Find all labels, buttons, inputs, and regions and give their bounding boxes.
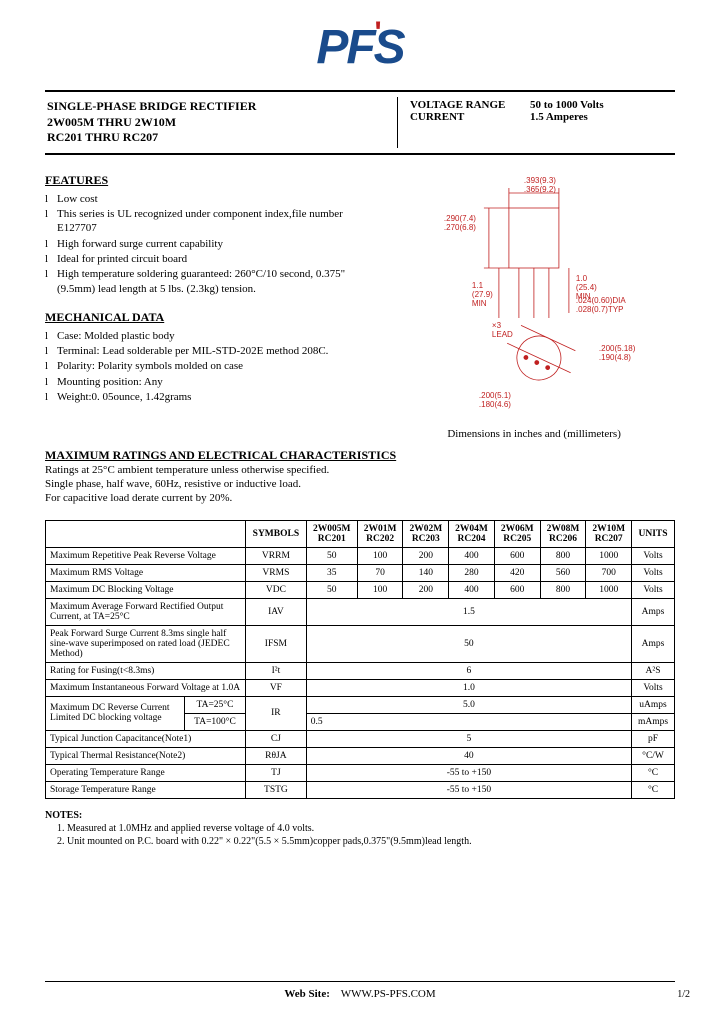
diagram-caption: Dimensions in inches and (millimeters) [393,428,675,440]
table-header: 2W01MRC202 [357,520,403,547]
svg-text:1.1(27.9)MIN: 1.1(27.9)MIN [472,281,493,308]
table-header: 2W08MRC206 [540,520,586,547]
svg-text:.024(0.60)DIA.028(0.7)TYP: .024(0.60)DIA.028(0.7)TYP [576,296,626,314]
feature-item: This series is UL recognized under compo… [45,207,383,236]
table-header: 2W005MRC201 [306,520,357,547]
feature-item: Low cost [45,192,383,206]
table-row: Maximum RMS VoltageVRMS35701402804205607… [46,564,675,581]
header-title-2: 2W005M THRU 2W10M [47,115,389,131]
table-row: Maximum Instantaneous Forward Voltage at… [46,679,675,696]
table-row: Peak Forward Surge Current 8.3ms single … [46,625,675,662]
mechanical-item: Mounting position: Any [45,375,383,389]
logo-text: PF'S [316,21,403,74]
table-header [46,520,246,547]
table-header: 2W06MRC205 [494,520,540,547]
notes-title: NOTES: [45,809,675,822]
svg-text:.393(9.3).365(9.2): .393(9.3).365(9.2) [524,176,556,194]
table-row: Maximum Average Forward Rectified Output… [46,598,675,625]
header-bar: SINGLE-PHASE BRIDGE RECTIFIER 2W005M THR… [45,90,675,155]
table-row: Maximum DC Blocking VoltageVDC5010020040… [46,581,675,598]
feature-item: Ideal for printed circuit board [45,252,383,266]
table-header: 2W04MRC204 [449,520,495,547]
max-note-2: Single phase, half wave, 60Hz, resistive… [45,477,675,491]
max-note-3: For capacitive load derate current by 20… [45,491,675,505]
current-value: 1.5 Amperes [530,111,588,123]
svg-text:.200(5.1).180(4.6): .200(5.1).180(4.6) [479,391,511,409]
table-header: UNITS [632,520,675,547]
package-diagram: .393(9.3).365(9.2) .290(7.4).270(6.8) 1.… [393,173,675,423]
table-row: Maximum DC Reverse Current Limited DC bl… [46,696,675,713]
notes-block: NOTES: Measured at 1.0MHz and applied re… [45,809,675,848]
footer-label: Web Site: [284,988,330,1000]
page-number: 1/2 [677,989,690,1000]
footer-rule [45,981,675,982]
ratings-table: SYMBOLS2W005MRC2012W01MRC2022W02MRC2032W… [45,520,675,799]
svg-text:.290(7.4).270(6.8): .290(7.4).270(6.8) [444,214,476,232]
mechanical-list: Case: Molded plastic bodyTerminal: Lead … [45,329,383,404]
table-header: 2W10MRC207 [586,520,632,547]
table-row: Rating for Fusing(t<8.3ms)I²t6A²S [46,662,675,679]
max-ratings-title: MAXIMUM RATINGS AND ELECTRICAL CHARACTER… [45,448,675,463]
mechanical-title: MECHANICAL DATA [45,310,383,325]
table-row: Operating Temperature RangeTJ-55 to +150… [46,764,675,781]
current-label: CURRENT [410,111,530,123]
table-header: SYMBOLS [246,520,307,547]
table-row: Maximum Repetitive Peak Reverse VoltageV… [46,547,675,564]
footer-url: WWW.PS-PFS.COM [341,988,436,1000]
mechanical-item: Weight:0. 05ounce, 1.42grams [45,390,383,404]
max-note-1: Ratings at 25°C ambient temperature unle… [45,463,675,477]
table-row: Typical Thermal Resistance(Note2)RθJA40°… [46,747,675,764]
footer: Web Site: WWW.PS-PFS.COM [0,988,720,1000]
table-row: Storage Temperature RangeTSTG-55 to +150… [46,781,675,798]
table-row: Typical Junction Capacitance(Note1)CJ5pF [46,730,675,747]
features-title: FEATURES [45,173,383,188]
svg-text:.200(5.18).190(4.8): .200(5.18).190(4.8) [599,344,636,362]
feature-item: High forward surge current capability [45,237,383,251]
table-header: 2W02MRC203 [403,520,449,547]
features-list: Low costThis series is UL recognized und… [45,192,383,296]
mechanical-item: Terminal: Lead solderable per MIL-STD-20… [45,344,383,358]
note-item: Measured at 1.0MHz and applied reverse v… [67,822,675,835]
logo: PF'S [45,20,675,75]
voltage-value: 50 to 1000 Volts [530,99,604,111]
voltage-label: VOLTAGE RANGE [410,99,530,111]
svg-text:×3LEAD: ×3LEAD [492,321,513,339]
mechanical-item: Polarity: Polarity symbols molded on cas… [45,359,383,373]
feature-item: High temperature soldering guaranteed: 2… [45,267,383,296]
header-title-1: SINGLE-PHASE BRIDGE RECTIFIER [47,99,389,115]
max-ratings-notes: Ratings at 25°C ambient temperature unle… [45,463,675,506]
mechanical-item: Case: Molded plastic body [45,329,383,343]
note-item: Unit mounted on P.C. board with 0.22" × … [67,835,675,848]
header-title-3: RC201 THRU RC207 [47,130,389,146]
